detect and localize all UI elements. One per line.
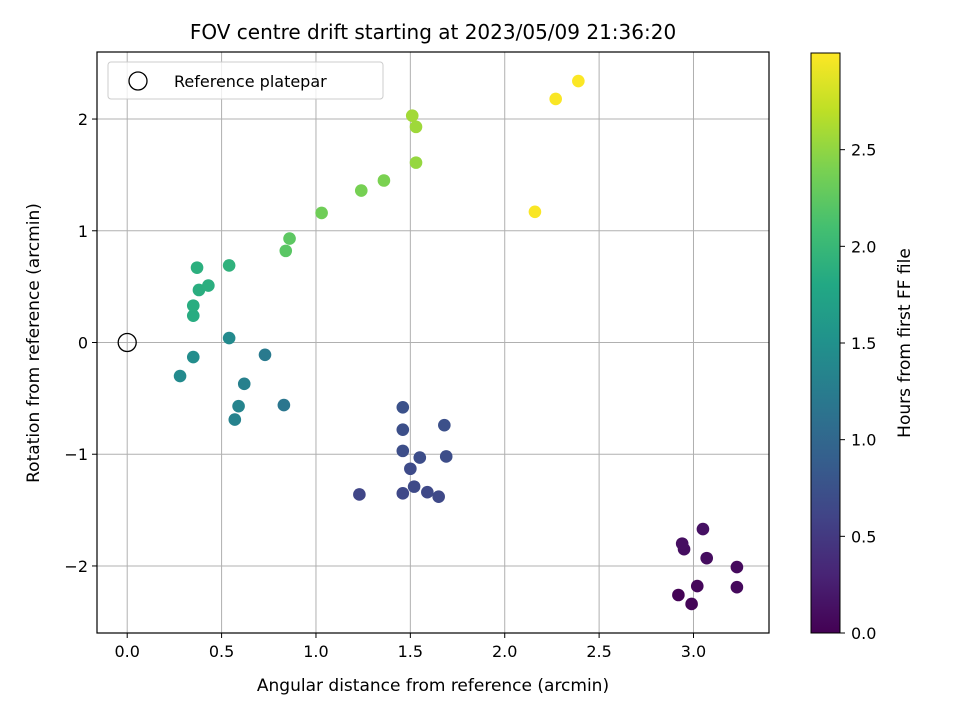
data-point (377, 174, 391, 187)
data-point (228, 413, 242, 426)
colorbar-ticks: 0.0 0.5 1.0 1.5 2.0 2.5 (840, 141, 876, 643)
data-point (232, 399, 245, 413)
y-tick-label: 0 (78, 334, 88, 353)
x-tick-label: 3.0 (681, 642, 706, 661)
data-point (396, 444, 410, 458)
data-point (277, 398, 291, 412)
reference-platepar-marker (117, 332, 137, 353)
x-tick-label: 0.5 (209, 642, 234, 661)
data-point (353, 488, 366, 501)
y-tick-label: −2 (64, 557, 88, 576)
data-point (439, 450, 453, 463)
x-tick-label: 0.0 (114, 642, 139, 661)
y-axis-ticks: −2 −1 0 1 2 (64, 110, 97, 576)
data-point (730, 560, 744, 574)
colorbar-tick-label: 1.5 (851, 334, 876, 353)
data-point (396, 401, 410, 414)
data-point (675, 537, 689, 550)
data-point (413, 451, 427, 464)
data-point (222, 331, 236, 345)
colorbar-tick-label: 2.0 (851, 237, 876, 256)
chart-title: FOV centre drift starting at 2023/05/09 … (190, 20, 676, 44)
data-point (405, 109, 419, 122)
y-axis-label: Rotation from reference (arcmin) (24, 203, 44, 483)
colorbar-label: Hours from first FF file (895, 248, 915, 438)
legend-label: Reference platepar (174, 72, 327, 91)
y-tick-label: 1 (78, 222, 88, 241)
x-axis-label: Angular distance from reference (arcmin) (257, 676, 609, 696)
data-point (730, 580, 744, 594)
data-point (396, 423, 410, 436)
data-point (315, 206, 328, 220)
x-tick-label: 1.0 (303, 642, 328, 661)
data-point (549, 92, 562, 106)
data-point (354, 184, 368, 197)
data-point (396, 487, 410, 500)
data-point (438, 418, 451, 432)
data-point (421, 485, 434, 499)
data-point (696, 522, 710, 536)
reference-marker-layer (117, 332, 137, 353)
colorbar-gradient (811, 53, 840, 633)
data-point (404, 462, 417, 476)
data-point (279, 244, 293, 258)
legend-marker-open-circle (128, 71, 148, 91)
legend: Reference platepar (107, 61, 384, 100)
data-point (685, 597, 698, 611)
colorbar-tick-label: 0.0 (851, 624, 876, 643)
x-axis-ticks: 0.0 0.5 1.0 1.5 2.0 2.5 3.0 (114, 633, 706, 661)
data-point (258, 348, 272, 362)
data-point (409, 156, 423, 169)
data-point (432, 490, 445, 503)
data-point (528, 205, 542, 219)
y-tick-label: 2 (78, 110, 88, 129)
data-point (283, 232, 296, 245)
data-point (222, 259, 236, 272)
colorbar-tick-label: 2.5 (851, 141, 876, 160)
colorbar-tick-label: 0.5 (851, 527, 876, 546)
legend-box (107, 61, 384, 100)
data-point (190, 261, 204, 274)
data-points (173, 74, 744, 611)
data-point (237, 377, 251, 391)
data-point (672, 588, 685, 602)
data-point (690, 579, 704, 593)
data-point (572, 74, 585, 88)
data-point (186, 299, 200, 312)
data-point (173, 369, 187, 383)
data-point (409, 120, 423, 134)
x-tick-label: 1.5 (398, 642, 423, 661)
y-tick-label: −1 (64, 445, 88, 464)
data-point (192, 283, 206, 297)
data-point (202, 279, 215, 292)
x-tick-label: 2.5 (586, 642, 611, 661)
grid (97, 52, 769, 633)
data-point (407, 480, 421, 493)
colorbar: 0.0 0.5 1.0 1.5 2.0 2.5 Hours from first FF f… (810, 52, 915, 643)
x-tick-label: 2.0 (492, 642, 517, 661)
data-point (700, 551, 714, 565)
data-point (186, 309, 200, 322)
data-point (186, 350, 200, 364)
colorbar-tick-label: 1.0 (851, 431, 876, 450)
